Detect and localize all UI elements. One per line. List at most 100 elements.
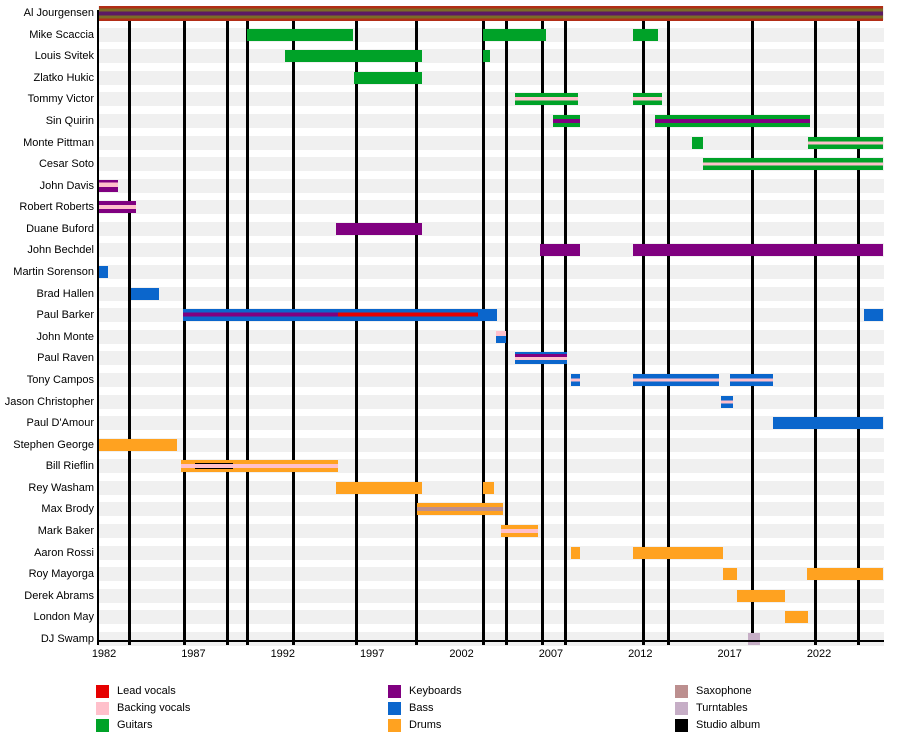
album-line [354,10,358,645]
legend-item: Keyboards [388,684,648,698]
member-label: Mike Scaccia [29,28,94,41]
timeline-bar [195,460,233,473]
row-band [98,221,884,236]
x-axis-tick-label: 2017 [717,648,742,660]
album-line [814,10,817,645]
album-line [751,10,755,645]
timeline-bar [483,28,546,41]
x-axis-tick-label: 1982 [91,648,117,660]
album-line [563,10,567,645]
timeline-bar [808,136,884,149]
timeline-bar [354,71,423,84]
row-band [98,545,884,560]
member-label: Sin Quirin [45,114,94,127]
member-label: Louis Svitek [34,50,94,63]
album-line [642,10,646,645]
timeline-bar [772,417,884,430]
legend-item: Studio album [675,718,900,732]
timeline-bar [232,460,339,473]
legend-label: Lead vocals [117,685,176,697]
legend-item: Backing vocals [96,701,356,715]
legend-item: Bass [388,701,648,715]
timeline-bar [633,373,719,386]
x-axis-tick-label: 1987 [181,648,206,660]
timeline-bar [722,568,737,581]
legend-label: Backing vocals [117,702,191,714]
timeline-bar [416,503,503,516]
legend-swatch-purple [388,685,401,698]
timeline-bar [98,179,119,192]
timeline-bar [570,546,580,559]
timeline-bar [338,309,478,322]
legend-label: Studio album [696,719,761,731]
legend-swatch-orange [388,719,401,732]
row-band [98,610,884,625]
legend-swatch-red [96,685,109,698]
plot-left-border [97,10,99,645]
legend-swatch-sax [675,685,688,698]
timeline-bar [552,114,580,127]
member-label: Martin Sorenson [13,266,94,279]
member-label: Cesar Soto [38,158,94,171]
timeline-bar [336,222,423,235]
timeline-bar [98,201,137,214]
timeline-bar [570,373,580,386]
legend-item: Drums [388,718,648,732]
album-line [481,10,485,645]
timeline-bar [483,481,494,494]
member-label: John Monte [36,330,94,343]
timeline-bar [720,395,734,408]
album-line [225,10,229,645]
member-label: Mark Baker [37,525,94,538]
timeline-bar [495,330,507,343]
timeline-bar [633,244,884,257]
album-line [540,10,544,645]
x-axis-tick-label: 2022 [806,648,832,660]
member-label: Rey Washam [28,481,94,494]
timeline-bar [515,352,568,365]
x-axis: 1982 1987 1992 1997 2002 2007 2012 2017 2022 [0,640,900,670]
member-label: Bill Rieflin [45,460,94,473]
row-band [98,70,884,85]
member-label: Stephen George [13,438,94,451]
member-label: Jason Christopher [4,395,94,408]
member-label: Robert Roberts [19,201,94,214]
member-label: Tommy Victor [27,93,94,106]
timeline-bar [483,50,491,63]
member-label: Derek Abrams [24,589,94,602]
row-band [98,567,884,582]
legend-swatch-black [675,719,688,732]
album-line [127,10,131,645]
timeline-bar [729,373,773,386]
timeline-bar [633,28,659,41]
legend-column: Saxophone Turntables Studio album [675,684,900,740]
timeline-bar [182,309,339,322]
row-band [98,286,884,301]
row-band [98,524,884,539]
timeline-bar [863,309,884,322]
member-label: Al Jourgensen [23,7,94,19]
member-label: Paul Raven [37,352,94,365]
x-axis-tick-label: 1997 [359,648,385,660]
legend-label: Drums [409,719,442,731]
row-band [98,329,884,344]
timeline-bar [336,481,423,494]
album-line [245,10,249,645]
timeline-bar [702,158,884,171]
plot-area: Al Jourgensen Mike Scaccia Louis Svitek Zla… [4,5,884,646]
timeline-bar [654,114,811,127]
timeline-bar [130,287,160,300]
legend-swatch-pink [96,702,109,715]
x-axis-tick-label: 2002 [449,648,474,660]
album-line [292,10,296,645]
row-band [98,49,884,64]
member-label: Monte Pittman [23,136,94,149]
member-label: London May [33,611,94,624]
legend-item: Saxophone [675,684,900,698]
timeline-bar [633,546,723,559]
timeline-bar [98,438,178,451]
album-line [667,10,671,645]
row-band [98,200,884,215]
row-band [98,351,884,366]
legend-item: Lead vocals [96,684,356,698]
